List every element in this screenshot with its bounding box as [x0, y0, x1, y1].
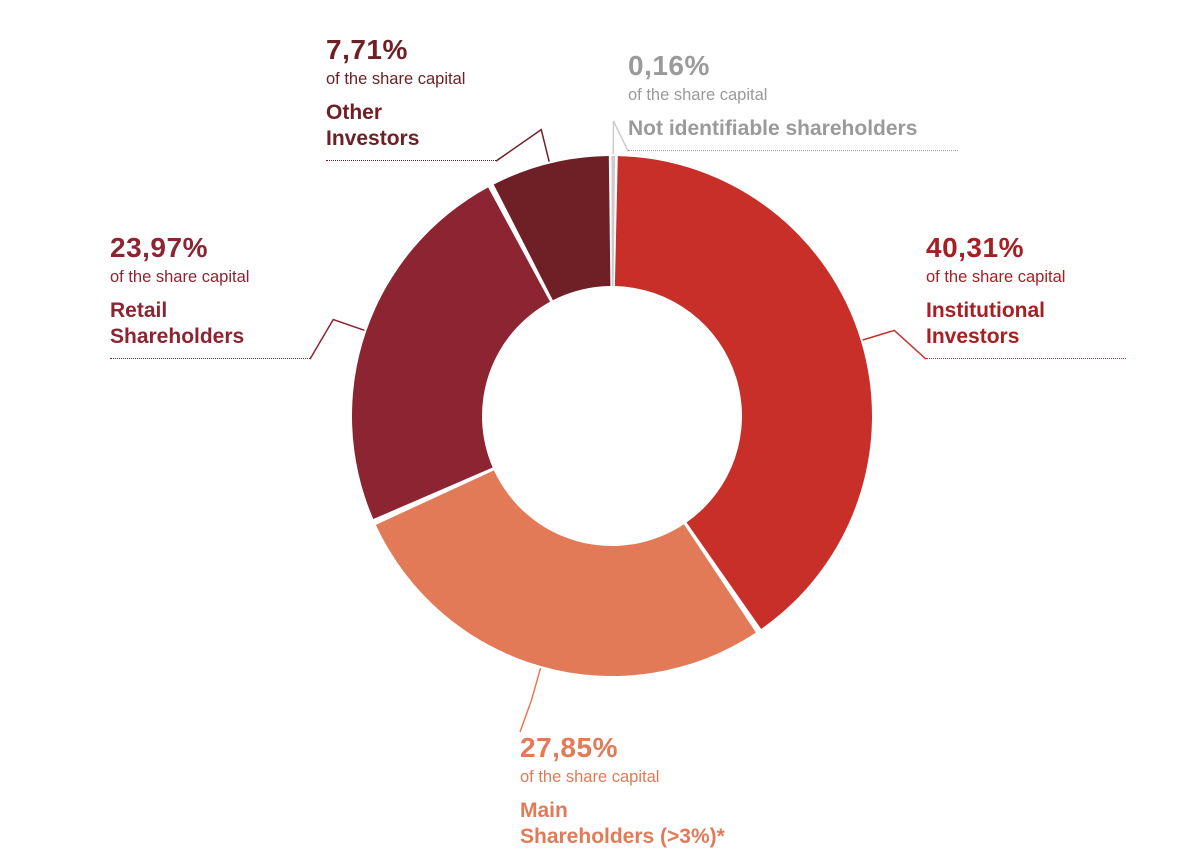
label-main: 27,85% of the share capital Main Shareho… [520, 730, 820, 850]
caption-not-identifiable: of the share capital [628, 85, 958, 106]
name-institutional-l1: Institutional [926, 298, 1126, 324]
pct-institutional: 40,31% [926, 230, 1126, 265]
underline-other [326, 160, 496, 161]
name-retail-l2: Shareholders [110, 324, 310, 350]
donut-group [352, 156, 872, 676]
label-retail: 23,97% of the share capital Retail Share… [110, 230, 310, 359]
pct-not-identifiable: 0,16% [628, 48, 958, 83]
name-institutional-l2: Investors [926, 324, 1126, 350]
caption-main: of the share capital [520, 767, 820, 788]
pct-retail: 23,97% [110, 230, 310, 265]
underline-retail [110, 358, 310, 359]
leader-line [863, 330, 926, 359]
slice-retail [352, 187, 550, 519]
caption-institutional: of the share capital [926, 267, 1126, 288]
name-other-l1: Other [326, 100, 496, 126]
underline-institutional [926, 358, 1126, 359]
pct-other: 7,71% [326, 32, 496, 67]
leader-line [310, 319, 364, 359]
name-other-l2: Investors [326, 126, 496, 152]
slice-main [376, 470, 756, 676]
name-main-l2: Shareholders (>3%)* [520, 824, 820, 850]
slice-not_identifiable [611, 156, 615, 286]
leader-line [496, 130, 549, 162]
pct-main: 27,85% [520, 730, 820, 765]
leader-line [613, 121, 628, 154]
label-institutional: 40,31% of the share capital Institutiona… [926, 230, 1126, 359]
donut-chart-container: 0,16% of the share capital Not identifia… [0, 0, 1200, 865]
name-retail-l1: Retail [110, 298, 310, 324]
label-other: 7,71% of the share capital Other Investo… [326, 32, 496, 161]
caption-retail: of the share capital [110, 267, 310, 288]
leader-line [520, 668, 541, 732]
caption-other: of the share capital [326, 69, 496, 90]
label-not-identifiable: 0,16% of the share capital Not identifia… [628, 48, 958, 151]
underline-not-identifiable [628, 150, 958, 151]
name-not-identifiable: Not identifiable shareholders [628, 116, 958, 142]
name-main-l1: Main [520, 798, 820, 824]
